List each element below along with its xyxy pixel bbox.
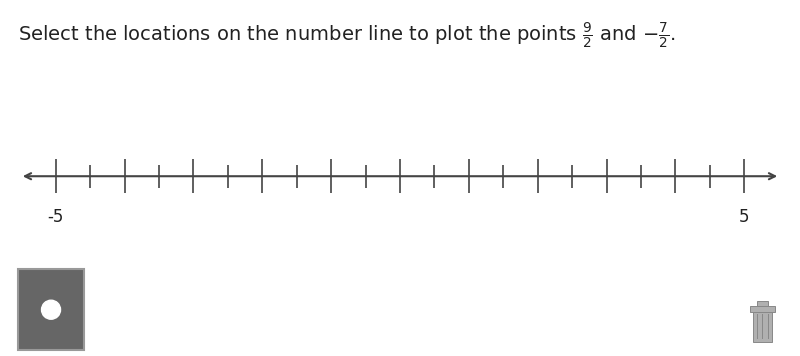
FancyBboxPatch shape bbox=[750, 306, 775, 312]
FancyBboxPatch shape bbox=[757, 301, 768, 306]
Text: -5: -5 bbox=[47, 208, 64, 226]
Ellipse shape bbox=[42, 300, 61, 319]
FancyBboxPatch shape bbox=[18, 269, 84, 350]
Text: Select the locations on the number line to plot the points $\frac{9}{2}$ and $-\: Select the locations on the number line … bbox=[18, 21, 676, 51]
Text: 5: 5 bbox=[739, 208, 750, 226]
FancyBboxPatch shape bbox=[753, 312, 772, 342]
